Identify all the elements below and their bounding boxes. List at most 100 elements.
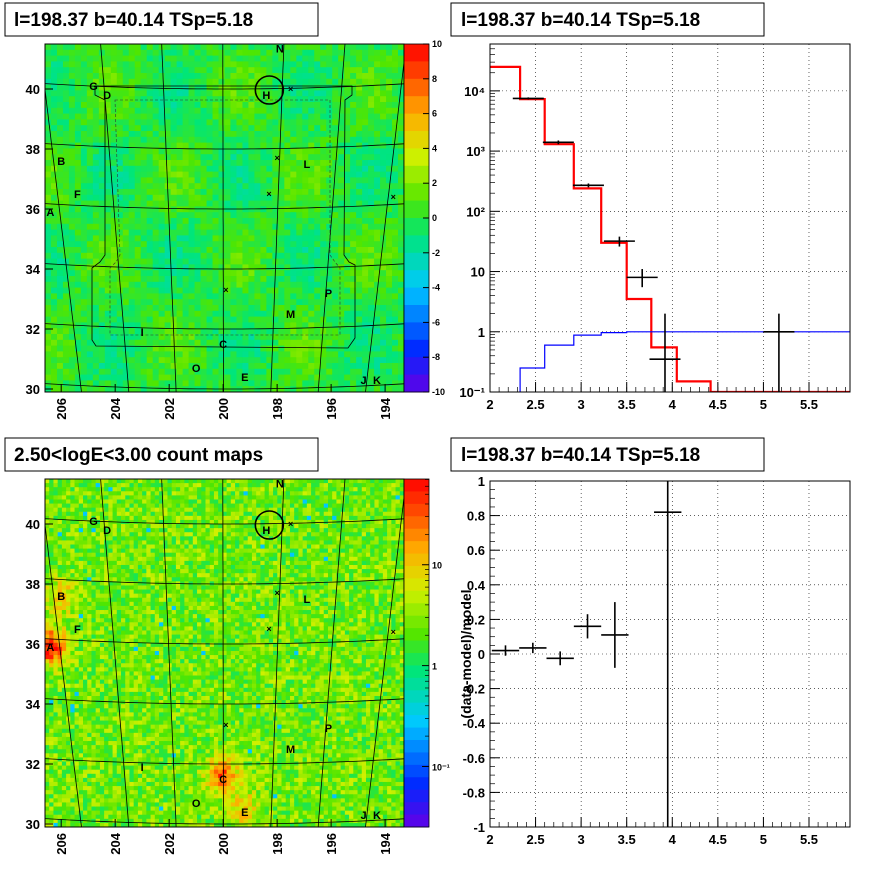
x-tick-label: 3 <box>578 832 585 847</box>
x-tick-label: 198 <box>270 833 285 855</box>
y-tick-label: 0.6 <box>467 543 485 558</box>
y-tick-label: 10² <box>466 204 485 219</box>
source-label: O <box>192 798 201 810</box>
colorbar-swatch <box>404 305 429 323</box>
colorbar-swatch <box>404 479 429 492</box>
y-tick-label: 34 <box>26 262 41 277</box>
colorbar-tick-label: 10 <box>432 39 442 49</box>
source-label: L <box>303 159 310 171</box>
cross-marker: × <box>266 624 271 634</box>
colorbar-swatch <box>404 491 429 505</box>
ts-map-x-ticks: 206 204 202 200 198 196 194 <box>54 384 393 420</box>
longitude-line <box>100 479 130 827</box>
x-tick-label: 4.5 <box>709 832 727 847</box>
colorbar-swatch <box>404 270 429 289</box>
colorbar-swatch <box>404 200 429 219</box>
cross-marker: × <box>288 519 293 529</box>
colorbar-swatch <box>404 740 429 753</box>
longitude-line <box>45 86 82 392</box>
cross-marker: × <box>223 720 228 730</box>
ts-map-y-ticks: 30 32 34 36 38 40 <box>26 82 53 397</box>
source-label: B <box>57 591 65 603</box>
latitude-line <box>45 263 404 270</box>
latitude-line <box>45 323 404 330</box>
y-tick-label: 30 <box>26 817 40 832</box>
x-tick-label: 3 <box>578 397 585 412</box>
longitude-line <box>365 493 404 827</box>
source-label: D <box>103 90 111 102</box>
x-tick-label: 2.5 <box>527 832 545 847</box>
y-tick-label: 10³ <box>466 144 485 159</box>
count-map-pixels <box>45 479 404 827</box>
colorbar-tick-label: -8 <box>432 352 440 362</box>
x-tick-label: 206 <box>54 398 69 420</box>
colorbar-swatch <box>404 374 429 393</box>
longitude-line <box>317 479 346 827</box>
colorbar-swatch <box>404 113 429 132</box>
residuals-axis-ticks: 2 2.5 3 3.5 4 4.5 5 5.5 -1 -0.8 -0.6 -0.4 -0.2 0 0.2 0.… <box>463 474 846 847</box>
colorbar-swatch <box>404 148 429 167</box>
x-tick-label: 5.5 <box>800 397 818 412</box>
colorbar-swatch <box>404 590 429 604</box>
x-tick-label: 4.5 <box>709 397 727 412</box>
colorbar-swatch <box>404 541 429 555</box>
source-label: L <box>303 594 310 606</box>
y-tick-label: -1 <box>473 820 485 835</box>
y-tick-label: 34 <box>26 697 41 712</box>
y-tick-label: 40 <box>26 517 40 532</box>
colorbar-swatch <box>404 235 429 254</box>
colorbar-tick-label: -6 <box>432 317 440 327</box>
count-map-source-markers: N GD H B L F A P M I C O E J K × × × × × <box>46 479 395 823</box>
colorbar-swatch <box>404 690 429 704</box>
source-label: N <box>276 479 284 491</box>
x-tick-label: 5 <box>760 397 767 412</box>
count-map-colorbar: 10 1 10⁻¹ <box>403 478 450 828</box>
colorbar-frame <box>403 478 430 828</box>
y-tick-label: 0.4 <box>467 578 486 593</box>
colorbar-tick-label: 6 <box>432 109 437 119</box>
x-tick-label: 194 <box>378 397 393 419</box>
spectrum-title-box <box>450 2 765 37</box>
count-map-title: 2.50<logE<3.00 count maps <box>14 445 263 466</box>
y-tick-label: 0 <box>478 647 485 662</box>
ts-map-colorbar: 10 8 6 4 2 0 -2 -4 -6 -8 -10 <box>403 39 445 397</box>
source-label: A <box>46 642 54 654</box>
longitude-line <box>365 58 404 392</box>
count-map-y-ticks: 30 32 34 36 38 40 <box>26 517 53 832</box>
y-tick-label: -0.8 <box>463 785 485 800</box>
count-map-title-box <box>4 437 319 472</box>
x-tick-label: 200 <box>216 833 231 855</box>
source-label: K <box>373 375 381 387</box>
latitude-line <box>45 383 404 390</box>
source-label: C <box>219 339 227 351</box>
spectrum-gridlines <box>489 44 850 393</box>
roi-outline <box>91 85 356 349</box>
panel-spectrum: l=198.37 b=40.14 TSp=5.18 2 2.5 3 3.5 4 4.5 5 5… <box>450 2 851 412</box>
colorbar-tick-label: -2 <box>432 248 440 258</box>
latitude-line <box>45 638 404 645</box>
source-label: H <box>262 90 270 102</box>
source-label: F <box>74 624 81 636</box>
source-label: K <box>373 810 381 822</box>
colorbar-swatch <box>404 218 429 236</box>
cross-marker: × <box>288 84 293 94</box>
y-tick-label: 0.8 <box>467 509 485 524</box>
colorbar-swatch <box>404 802 429 816</box>
y-tick-label: 0.2 <box>467 612 485 627</box>
source-label: G <box>89 81 98 93</box>
ts-map-title-box <box>4 2 319 37</box>
x-tick-label: 4 <box>669 832 677 847</box>
x-tick-label: 196 <box>324 833 339 855</box>
x-tick-label: 202 <box>162 833 177 855</box>
y-tick-label: -0.4 <box>463 716 486 731</box>
y-tick-label: -0.6 <box>463 751 485 766</box>
longitude-line <box>222 479 224 827</box>
y-tick-label: 10 <box>471 265 485 280</box>
source-label: I <box>141 327 144 339</box>
y-tick-label: 10⁻¹ <box>459 385 485 400</box>
ts-map-pixels <box>45 44 404 392</box>
colorbar-swatch <box>404 603 429 617</box>
x-tick-label: 202 <box>162 398 177 420</box>
ts-map-roi-outline <box>91 85 356 349</box>
